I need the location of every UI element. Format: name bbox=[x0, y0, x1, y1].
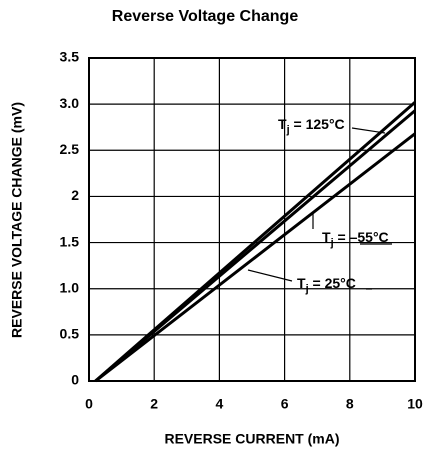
y-tick-label: 3.0 bbox=[60, 95, 80, 111]
y-tick-label: 2.5 bbox=[60, 141, 80, 157]
annotation-subscript: j bbox=[305, 283, 309, 295]
x-tick-label: 2 bbox=[150, 396, 158, 412]
plot-frame bbox=[88, 57, 416, 382]
annotation-text: T bbox=[297, 275, 306, 291]
x-tick-label: 4 bbox=[216, 396, 224, 412]
annotation-text: T bbox=[322, 229, 331, 245]
y-tick-label: 1.0 bbox=[60, 279, 80, 295]
y-tick-label: 1.5 bbox=[60, 233, 80, 249]
x-axis-label: REVERSE CURRENT (mA) bbox=[164, 431, 339, 447]
x-tick-label: 8 bbox=[346, 396, 354, 412]
x-tick-label: 10 bbox=[407, 396, 423, 412]
annotation: Tj = 25°C bbox=[297, 275, 356, 295]
annotation-leader bbox=[247, 269, 293, 282]
line bbox=[94, 132, 416, 383]
annotation-suffix: = –55°C bbox=[334, 229, 389, 245]
x-tick-label: 6 bbox=[281, 396, 289, 412]
annotation-leader bbox=[351, 127, 386, 134]
annotation-subscript: j bbox=[286, 124, 290, 136]
x-tick-label: 0 bbox=[85, 396, 93, 412]
y-tick-label: 2 bbox=[71, 187, 79, 203]
annotation-suffix: = 25°C bbox=[309, 275, 356, 291]
annotation: Tj = 125°C bbox=[278, 116, 345, 136]
annotation-suffix: = 125°C bbox=[290, 116, 345, 132]
chart-title: Reverse Voltage Change bbox=[112, 8, 299, 25]
y-tick-label: 0 bbox=[71, 372, 79, 388]
y-axis-label: REVERSE VOLTAGE CHANGE (mV) bbox=[9, 102, 25, 338]
annotation-text: T bbox=[278, 116, 287, 132]
line bbox=[94, 109, 416, 383]
annotation: Tj = –55°C bbox=[322, 229, 389, 249]
y-tick-label: 0.5 bbox=[60, 326, 80, 342]
annotation-subscript: j bbox=[330, 237, 334, 249]
y-tick-label: 3.5 bbox=[60, 49, 80, 65]
